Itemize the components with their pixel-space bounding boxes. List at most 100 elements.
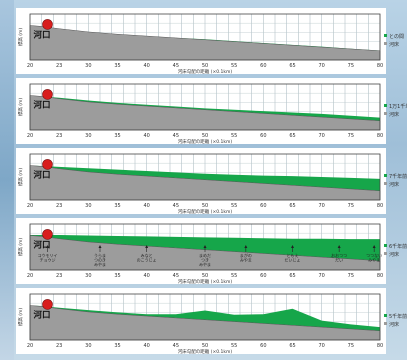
- x-tick-label: 23: [56, 343, 62, 349]
- x-tick-label: 45: [173, 203, 179, 209]
- x-tick-label: 45: [173, 133, 179, 139]
- legend-swatch-ground: [384, 252, 387, 255]
- x-tick-label: 35: [114, 273, 120, 279]
- annotation-label: つのき: [94, 258, 106, 263]
- x-tick-label: 45: [173, 63, 179, 69]
- x-tick-label: 65: [289, 133, 295, 139]
- legend-label: 1万1千年前: [389, 103, 407, 110]
- chart-panel-4: 20 23 30 35 40 45 50 55 60 65 70 75 80 河床勾配の距離 (×0.1k…: [16, 218, 407, 285]
- x-tick-label: 23: [56, 63, 62, 69]
- x-tick-label: 50: [202, 343, 208, 349]
- x-tick-label: 55: [231, 133, 237, 139]
- x-tick-label: 65: [289, 273, 295, 279]
- legend-swatch-water: [384, 244, 387, 247]
- x-tick-label: 70: [318, 273, 324, 279]
- x-tick-label: 75: [348, 273, 354, 279]
- x-tick-label: 70: [318, 63, 324, 69]
- y-axis-label: 標高 (m): [17, 238, 24, 257]
- x-tick-label: 80: [377, 63, 383, 69]
- plot-frame: [29, 153, 381, 201]
- legend-swatch-water: [384, 34, 387, 37]
- legend-label: 河床: [389, 41, 399, 48]
- origin-marker: [42, 89, 53, 100]
- x-tick-label: 60: [260, 273, 266, 279]
- legend-label: 河床: [389, 251, 399, 258]
- x-tick-label: 65: [289, 203, 295, 209]
- x-tick-label: 40: [143, 203, 149, 209]
- x-tick-label: 30: [85, 273, 91, 279]
- x-tick-label: 55: [231, 343, 237, 349]
- x-tick-label: 60: [260, 63, 266, 69]
- x-tick-label: 50: [202, 133, 208, 139]
- annotation-arrow-icon: [244, 245, 248, 248]
- x-tick-label: 75: [348, 63, 354, 69]
- x-tick-label: 60: [260, 203, 266, 209]
- plot-frame: [29, 13, 381, 61]
- annotation-label: つき: [201, 258, 209, 263]
- x-tick-label: 30: [85, 63, 91, 69]
- x-axis-label: 河床勾配の距離 (×0.1km): [178, 68, 233, 75]
- annotation-label: つつない: [366, 252, 382, 258]
- x-tick-label: 40: [143, 133, 149, 139]
- legend-label: 6千年前: [389, 243, 407, 250]
- annotation-label: まめだ: [199, 252, 211, 258]
- annotation-arrow-icon: [46, 245, 49, 248]
- annotation-arrow-icon: [337, 245, 341, 248]
- legend-swatch-ground: [384, 42, 387, 45]
- x-tick-label: 70: [318, 133, 324, 139]
- x-tick-label: 60: [260, 343, 266, 349]
- chart-panel-1: 20 23 30 35 40 45 50 55 60 65 70 75 80 河床勾配の距離 (×0.1k…: [16, 8, 407, 75]
- x-tick-label: 20: [27, 133, 33, 139]
- plot-frame: [29, 223, 381, 271]
- origin-marker: [42, 159, 53, 170]
- x-tick-label: 35: [114, 133, 120, 139]
- x-tick-label: 30: [85, 133, 91, 139]
- x-tick-label: 30: [85, 203, 91, 209]
- origin-marker: [42, 19, 53, 30]
- annotation-label: みなと: [141, 252, 153, 258]
- annotation-label: だいじょ: [285, 257, 301, 263]
- annotation-label: まがの: [240, 252, 252, 258]
- x-tick-label: 23: [56, 203, 62, 209]
- chart-panel-3: 20 23 30 35 40 45 50 55 60 65 70 75 80 河床勾配の距離 (×0.1k…: [16, 148, 407, 215]
- x-tick-label: 70: [318, 203, 324, 209]
- x-axis-label: 河床勾配の距離 (×0.1km): [178, 278, 233, 285]
- x-tick-label: 65: [289, 63, 295, 69]
- legend-swatch-ground: [384, 112, 387, 115]
- legend-label: との間 水位: [389, 33, 407, 40]
- x-tick-label: 70: [318, 343, 324, 349]
- x-tick-label: 50: [202, 63, 208, 69]
- x-tick-label: 20: [27, 343, 33, 349]
- y-axis-label: 標高 (m): [17, 28, 24, 47]
- x-axis-label: 河床勾配の距離 (×0.1km): [178, 208, 233, 215]
- legend-swatch-ground: [384, 182, 387, 185]
- legend-label: 7千年前: [389, 173, 407, 180]
- annotation-label: みやま: [240, 257, 252, 263]
- annotation-label: うらま: [94, 252, 106, 258]
- origin-label: 河口: [34, 309, 51, 320]
- x-tick-label: 45: [173, 343, 179, 349]
- annotation-label: チョウジ: [40, 257, 56, 263]
- annotation-arrow-icon: [145, 245, 149, 248]
- x-tick-label: 80: [377, 273, 383, 279]
- annotation-arrow-icon: [203, 245, 207, 248]
- x-tick-label: 45: [173, 273, 179, 279]
- annotation-label: コウモリイ: [38, 252, 58, 258]
- x-tick-label: 23: [56, 133, 62, 139]
- background-strip: [0, 0, 14, 360]
- chart-panel-2: 20 23 30 35 40 45 50 55 60 65 70 75 80 河床勾配の距離 (×0.1k…: [16, 78, 407, 145]
- legend-swatch-water: [384, 174, 387, 177]
- annotation-arrow-icon: [372, 245, 376, 248]
- origin-marker: [42, 229, 53, 240]
- legend-label: 河床: [389, 111, 399, 118]
- x-tick-label: 60: [260, 133, 266, 139]
- x-tick-label: 75: [348, 133, 354, 139]
- x-tick-label: 55: [231, 63, 237, 69]
- x-tick-label: 50: [202, 273, 208, 279]
- x-tick-label: 65: [289, 343, 295, 349]
- x-axis-label: 河床勾配の距離 (×0.1km): [178, 348, 233, 355]
- water-level-area: [30, 165, 380, 191]
- annotation-label: みやま: [94, 261, 106, 267]
- x-tick-label: 55: [231, 203, 237, 209]
